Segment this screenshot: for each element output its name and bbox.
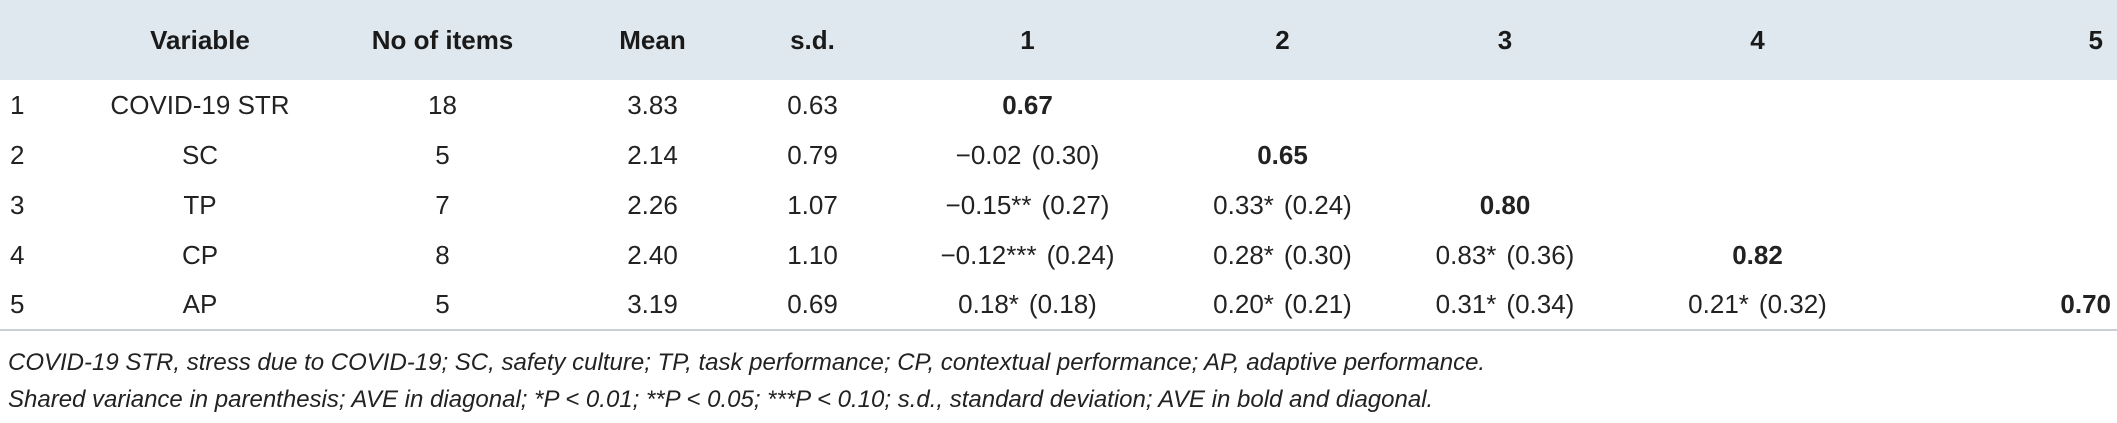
row-index: 2 [10,139,25,170]
shared-variance: (0.36) [1506,239,1575,270]
shared-variance: (0.27) [1041,189,1110,220]
row-sd: 1.07 [787,189,838,220]
shared-variance: (0.30) [1031,139,1100,170]
cell-3 [1395,80,1615,130]
shared-variance: (0.34) [1506,289,1575,319]
cell-1: 0.18* (0.18) [885,280,1170,331]
cell-4 [1615,180,1900,230]
row-items: 18 [428,89,457,120]
ave-value: 0.80 [1479,189,1531,220]
row-sd: 0.63 [787,89,838,120]
header-sd: s.d. [790,24,835,55]
table-row: 3 TP 7 2.26 1.07 −0.15** (0.27) 0.33* (0.2… [0,180,2117,230]
row-mean: 3.83 [627,89,678,120]
cell-3: 0.80 [1395,180,1615,230]
header-mean: Mean [619,24,686,55]
correlation-value: 0.33* [1213,189,1274,220]
cell-1: 0.67 [885,80,1170,130]
cell-2 [1170,80,1395,130]
cell-2: 0.33* (0.24) [1170,180,1395,230]
row-sd: 0.69 [740,280,885,331]
correlation-value: 0.20* [1213,289,1274,319]
shared-variance: (0.30) [1283,239,1352,270]
row-variable: AP [80,280,320,331]
shared-variance: (0.18) [1028,289,1097,319]
table-row: 4 CP 8 2.40 1.10 −0.12*** (0.24) 0.28* (0.… [0,230,2117,280]
correlation-value: −0.12*** [940,239,1037,270]
cell-4 [1615,80,1900,130]
header-variable: Variable [150,24,250,55]
cell-4: 0.21* (0.32) [1615,280,1900,331]
cell-4: 0.82 [1615,230,1900,280]
correlation-value: 0.18* [958,289,1019,319]
cell-1: −0.12*** (0.24) [885,230,1170,280]
header-col-5: 5 [2088,24,2103,55]
correlation-value: −0.15** [945,189,1032,220]
correlation-value: 0.21* [1688,289,1749,319]
row-variable: CP [181,239,219,270]
footnote-abbreviations: COVID-19 STR, stress due to COVID-19; SC… [8,349,1486,376]
header-index [0,0,80,80]
cell-5: 0.70 [1900,280,2117,331]
ave-value: 0.67 [1002,89,1053,120]
footnote-significance: Shared variance in parenthesis; AVE in d… [8,386,1434,413]
header-col-3: 3 [1497,24,1513,55]
cell-4 [1615,130,1900,180]
cell-5 [1900,230,2117,280]
shared-variance: (0.24) [1046,239,1115,270]
ave-value: 0.65 [1257,139,1308,170]
row-sd: 1.10 [787,239,838,270]
correlation-table: Variable No of items Mean s.d. 1 2 3 4 5… [0,0,2117,331]
cell-3: 0.83* (0.36) [1395,230,1615,280]
row-mean: 2.26 [627,189,678,220]
row-items: 7 [435,189,450,220]
cell-2: 0.20* (0.21) [1170,280,1395,331]
table-row: 1 COVID-19 STR 18 3.83 0.63 0.67 [0,80,2117,130]
table-row: 2 SC 5 2.14 0.79 −0.02 (0.30) 0.65 [0,130,2117,180]
cell-1: −0.15** (0.27) [885,180,1170,230]
row-items: 5 [320,280,565,331]
row-mean: 2.14 [627,139,678,170]
row-items: 8 [435,239,450,270]
header-no-of-items: No of items [371,24,514,55]
cell-2: 0.65 [1170,130,1395,180]
row-index: 3 [10,189,25,220]
row-index: 5 [0,280,80,331]
shared-variance: (0.21) [1283,289,1352,319]
row-index: 1 [10,89,25,120]
header-col-4: 4 [1750,24,1765,55]
correlation-table-container: Variable No of items Mean s.d. 1 2 3 4 5… [0,0,2117,331]
row-mean: 3.19 [565,280,740,331]
table-header-row: Variable No of items Mean s.d. 1 2 3 4 5 [0,0,2117,80]
shared-variance: (0.24) [1283,189,1352,220]
cell-5 [1900,130,2117,180]
cell-3 [1395,130,1615,180]
correlation-value: 0.28* [1213,239,1274,270]
shared-variance: (0.32) [1758,289,1827,319]
table-row: 5 AP 5 3.19 0.69 0.18* (0.18) 0.20* (0.21)… [0,280,2117,331]
cell-3: 0.31* (0.34) [1395,280,1615,331]
table-footnotes: COVID-19 STR, stress due to COVID-19; SC… [8,344,1485,418]
ave-value: 0.70 [2060,289,2111,319]
ave-value: 0.82 [1732,239,1783,270]
correlation-value: −0.02 [955,139,1022,170]
row-mean: 2.40 [627,239,678,270]
correlation-value: 0.31* [1435,289,1497,319]
row-variable: SC [181,139,219,170]
cell-5 [1900,180,2117,230]
correlation-value: 0.83* [1435,239,1497,270]
cell-5 [1900,80,2117,130]
header-col-2: 2 [1275,24,1290,55]
cell-2: 0.28* (0.30) [1170,230,1395,280]
row-index: 4 [10,239,25,270]
header-col-1: 1 [1020,24,1035,55]
row-items: 5 [435,139,450,170]
row-variable: TP [183,189,217,220]
cell-1: −0.02 (0.30) [885,130,1170,180]
row-sd: 0.79 [787,139,838,170]
row-variable: COVID-19 STR [110,89,290,120]
